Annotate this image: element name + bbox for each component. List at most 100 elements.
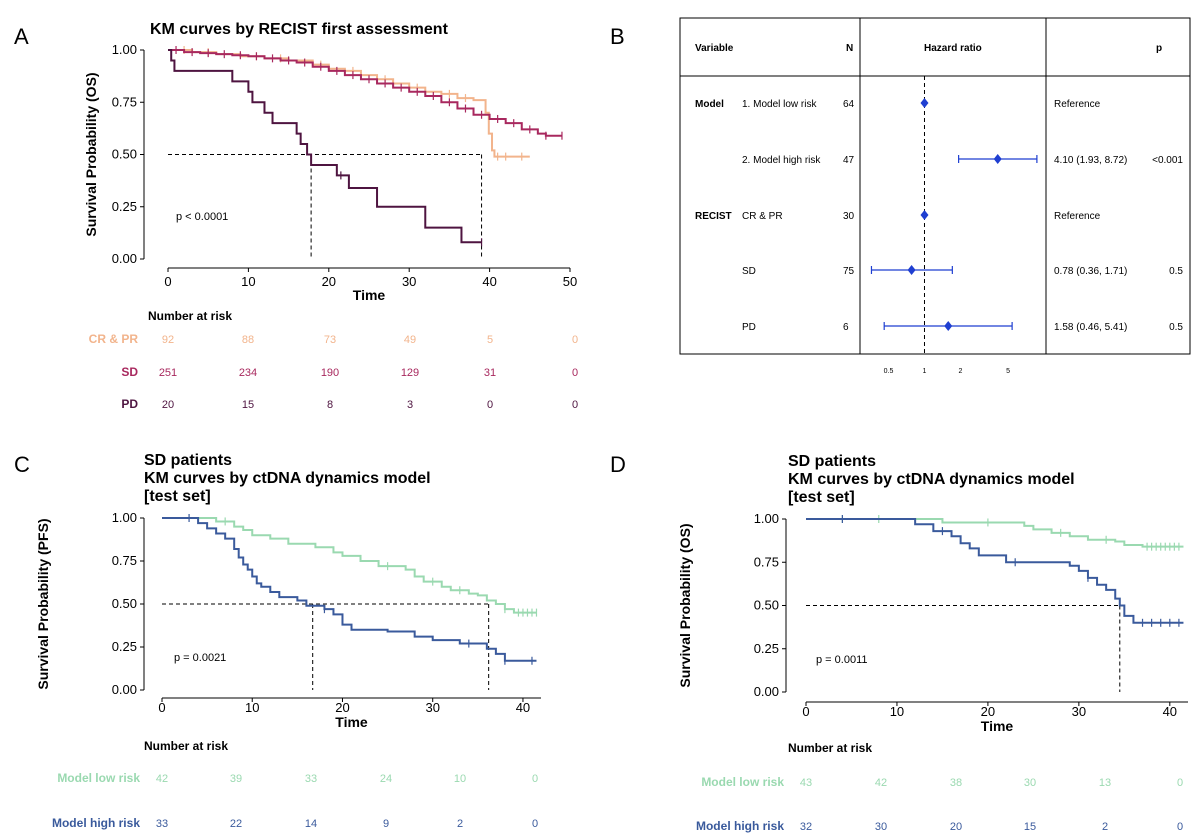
c-x-tick-label: 30: [425, 700, 439, 715]
a-x-tick-label: 0: [164, 274, 171, 289]
c-risk-count-model-low-risk: 42: [156, 773, 168, 785]
forest-header-p: p: [1156, 43, 1162, 54]
c-y-tick-label: 0.00: [112, 682, 137, 697]
a-risk-count-sd: 31: [484, 367, 496, 379]
c-y-tick-label: 0.75: [112, 553, 137, 568]
d-risk-count-model-low-risk: 13: [1099, 777, 1111, 789]
forest-n-value: 6: [843, 322, 849, 333]
forest-x-tick-label: 1: [923, 368, 927, 375]
panel-d-title-line1: SD patients: [788, 453, 876, 470]
d-y-tick-label: 1.00: [754, 511, 779, 526]
d-risk-label-model-low-risk: Model low risk: [701, 775, 784, 789]
c-curve-model-low-risk: [162, 517, 537, 614]
a-curve-cr-pr: [168, 49, 530, 158]
forest-level-label: CR & PR: [742, 211, 783, 222]
d-x-tick-label: 40: [1163, 704, 1177, 719]
c-risk-count-model-high-risk: 33: [156, 818, 168, 830]
d-risk-count-model-high-risk: 2: [1102, 821, 1108, 833]
d-risk-count-model-high-risk: 32: [800, 821, 812, 833]
a-risk-count-sd: 0: [572, 367, 578, 379]
forest-hr-text: Reference: [1054, 211, 1101, 222]
c-risk-count-model-low-risk: 33: [305, 773, 317, 785]
forest-level-label: PD: [742, 322, 756, 333]
c-y-tick-label: 0.25: [112, 639, 137, 654]
c-y-tick-label: 1.00: [112, 510, 137, 525]
panel-c-title-line2: KM curves by ctDNA dynamics model: [144, 470, 431, 487]
d-y-tick-label: 0.75: [754, 554, 779, 569]
c-risk-count-model-high-risk: 14: [305, 818, 317, 830]
a-risk-count-pd: 0: [572, 399, 578, 411]
forest-x-tick-label: 0.5: [884, 368, 894, 375]
panel-letter-c: C: [14, 452, 30, 477]
panel-a-pvalue: p < 0.0001: [176, 211, 228, 223]
panel-d-title-line2: KM curves by ctDNA dynamics model: [788, 471, 1075, 488]
a-risk-count-sd: 129: [401, 367, 419, 379]
panel-d-pvalue: p = 0.0011: [816, 654, 867, 666]
a-y-tick-label: 0.00: [112, 251, 137, 266]
forest-level-label: 1. Model low risk: [742, 99, 817, 110]
a-risk-count-cr-pr: 5: [487, 334, 493, 346]
d-y-tick-label: 0.25: [754, 641, 779, 656]
c-y-tick-label: 0.50: [112, 596, 137, 611]
forest-p-value: <0.001: [1152, 155, 1183, 166]
c-x-tick-label: 40: [516, 700, 530, 715]
forest-header-n: N: [846, 43, 853, 54]
a-risk-count-cr-pr: 88: [242, 334, 254, 346]
forest-point-estimate: [993, 154, 1002, 164]
a-x-tick-label: 50: [563, 274, 577, 289]
a-x-tick-label: 30: [402, 274, 416, 289]
forest-x-tick-label: 5: [1006, 368, 1010, 375]
forest-group-label: RECIST: [695, 211, 732, 222]
forest-hr-text: 4.10 (1.93, 8.72): [1054, 155, 1127, 166]
a-risk-count-sd: 190: [321, 367, 339, 379]
panel-c-pvalue: p = 0.0021: [174, 652, 226, 664]
forest-n-value: 75: [843, 266, 855, 277]
c-x-tick-label: 0: [158, 700, 165, 715]
c-y-axis-title: Survival Probability (PFS): [35, 518, 51, 689]
forest-n-value: 64: [843, 99, 855, 110]
panel-c-title-line1: SD patients: [144, 452, 232, 469]
d-curve-model-low-risk: [806, 518, 1184, 548]
forest-table-frame: [679, 17, 1191, 355]
a-risk-count-sd: 234: [239, 367, 257, 379]
forest-p-value: 0.5: [1169, 266, 1183, 277]
forest-point-estimate: [907, 265, 916, 275]
d-risk-count-model-low-risk: 0: [1177, 777, 1183, 789]
panel-d-risk-header: Number at risk: [788, 741, 872, 755]
d-x-tick-label: 30: [1072, 704, 1086, 719]
c-x-tick-label: 10: [245, 700, 259, 715]
panel-letter-a: A: [14, 24, 29, 49]
a-risk-label-sd: SD: [121, 365, 138, 379]
panel-letter-d: D: [610, 452, 626, 477]
d-risk-count-model-high-risk: 0: [1177, 821, 1183, 833]
forest-n-value: 47: [843, 155, 855, 166]
c-x-axis-title: Time: [335, 714, 368, 730]
a-x-axis-title: Time: [353, 287, 386, 303]
forest-header-variable: Variable: [695, 43, 734, 54]
c-risk-label-model-low-risk: Model low risk: [57, 771, 140, 785]
forest-point-estimate: [920, 98, 929, 108]
a-risk-label-cr-pr: CR & PR: [89, 332, 139, 346]
forest-level-label: 2. Model high risk: [742, 155, 821, 166]
a-y-tick-label: 0.25: [112, 199, 137, 214]
a-risk-count-cr-pr: 73: [324, 334, 336, 346]
d-risk-count-model-low-risk: 43: [800, 777, 812, 789]
c-risk-count-model-low-risk: 24: [380, 773, 392, 785]
forest-n-value: 30: [843, 211, 855, 222]
c-risk-count-model-low-risk: 39: [230, 773, 242, 785]
forest-hr-text: 0.78 (0.36, 1.71): [1054, 266, 1127, 277]
a-risk-label-pd: PD: [121, 397, 138, 411]
d-risk-count-model-low-risk: 42: [875, 777, 887, 789]
d-risk-count-model-low-risk: 30: [1024, 777, 1036, 789]
a-risk-count-sd: 251: [159, 367, 177, 379]
panel-c-title-line3: [test set]: [144, 488, 211, 505]
forest-point-estimate: [920, 210, 929, 220]
a-risk-count-pd: 0: [487, 399, 493, 411]
d-y-tick-label: 0.50: [754, 598, 779, 613]
forest-hr-text: 1.58 (0.46, 5.41): [1054, 322, 1127, 333]
c-risk-count-model-low-risk: 0: [532, 773, 538, 785]
a-x-tick-label: 20: [322, 274, 336, 289]
c-risk-label-model-high-risk: Model high risk: [52, 816, 140, 830]
forest-level-label: SD: [742, 266, 756, 277]
